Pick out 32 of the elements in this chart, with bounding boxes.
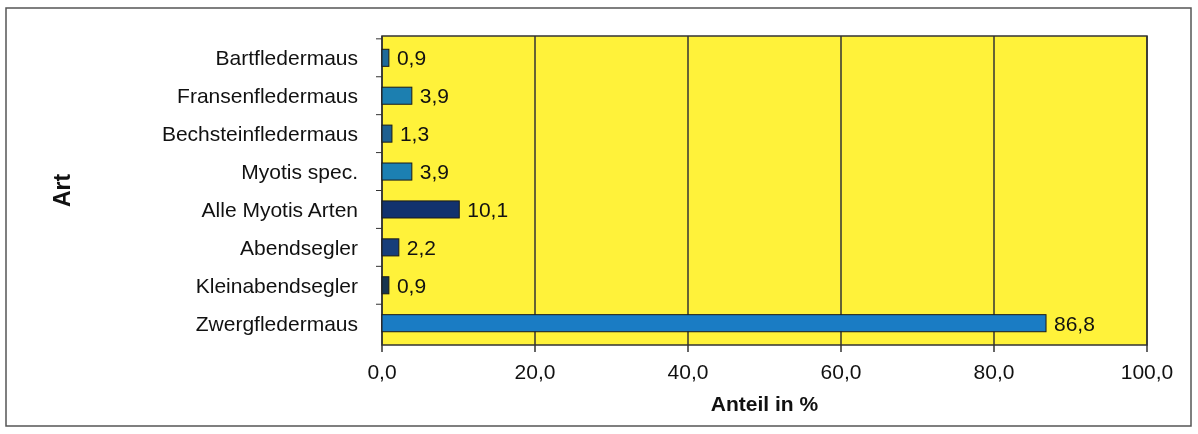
bar [381, 162, 413, 181]
data-label: 0,9 [396, 273, 427, 297]
data-label: 3,9 [419, 84, 450, 108]
data-label: 0,9 [396, 46, 427, 70]
bar [381, 124, 393, 143]
bar [381, 238, 400, 257]
bar [381, 276, 390, 295]
y-tick-label: Myotis spec. [241, 160, 358, 184]
x-tick-label: 20,0 [514, 360, 556, 383]
x-tick-label: 0,0 [367, 360, 397, 383]
data-label: 3,9 [419, 160, 450, 184]
x-tick-label: 40,0 [667, 360, 709, 383]
data-label: 10,1 [467, 198, 509, 222]
x-tick-label: 80,0 [973, 360, 1015, 383]
y-tick-label: Fransenfledermaus [177, 84, 358, 108]
data-label: 2,2 [406, 235, 437, 259]
bar [381, 86, 413, 105]
y-tick-label: Alle Myotis Arten [201, 198, 358, 222]
y-tick-label: Zwergfledermaus [195, 311, 358, 335]
y-tick-label: Kleinabendsegler [195, 273, 358, 297]
y-axis-title: Art [49, 173, 75, 208]
bar [381, 314, 1047, 333]
bar [381, 200, 460, 219]
x-tick-label: 60,0 [820, 360, 862, 383]
y-tick-label: Bechsteinfledermaus [161, 122, 358, 146]
data-label: 86,8 [1054, 311, 1095, 335]
bar [381, 48, 390, 67]
y-tick-label: Bartfledermaus [215, 46, 358, 70]
y-tick-label: Abendsegler [240, 235, 358, 259]
x-axis-title: Anteil in % [710, 392, 819, 415]
x-tick-label: 100,0 [1120, 360, 1174, 383]
data-label: 1,3 [399, 122, 430, 146]
